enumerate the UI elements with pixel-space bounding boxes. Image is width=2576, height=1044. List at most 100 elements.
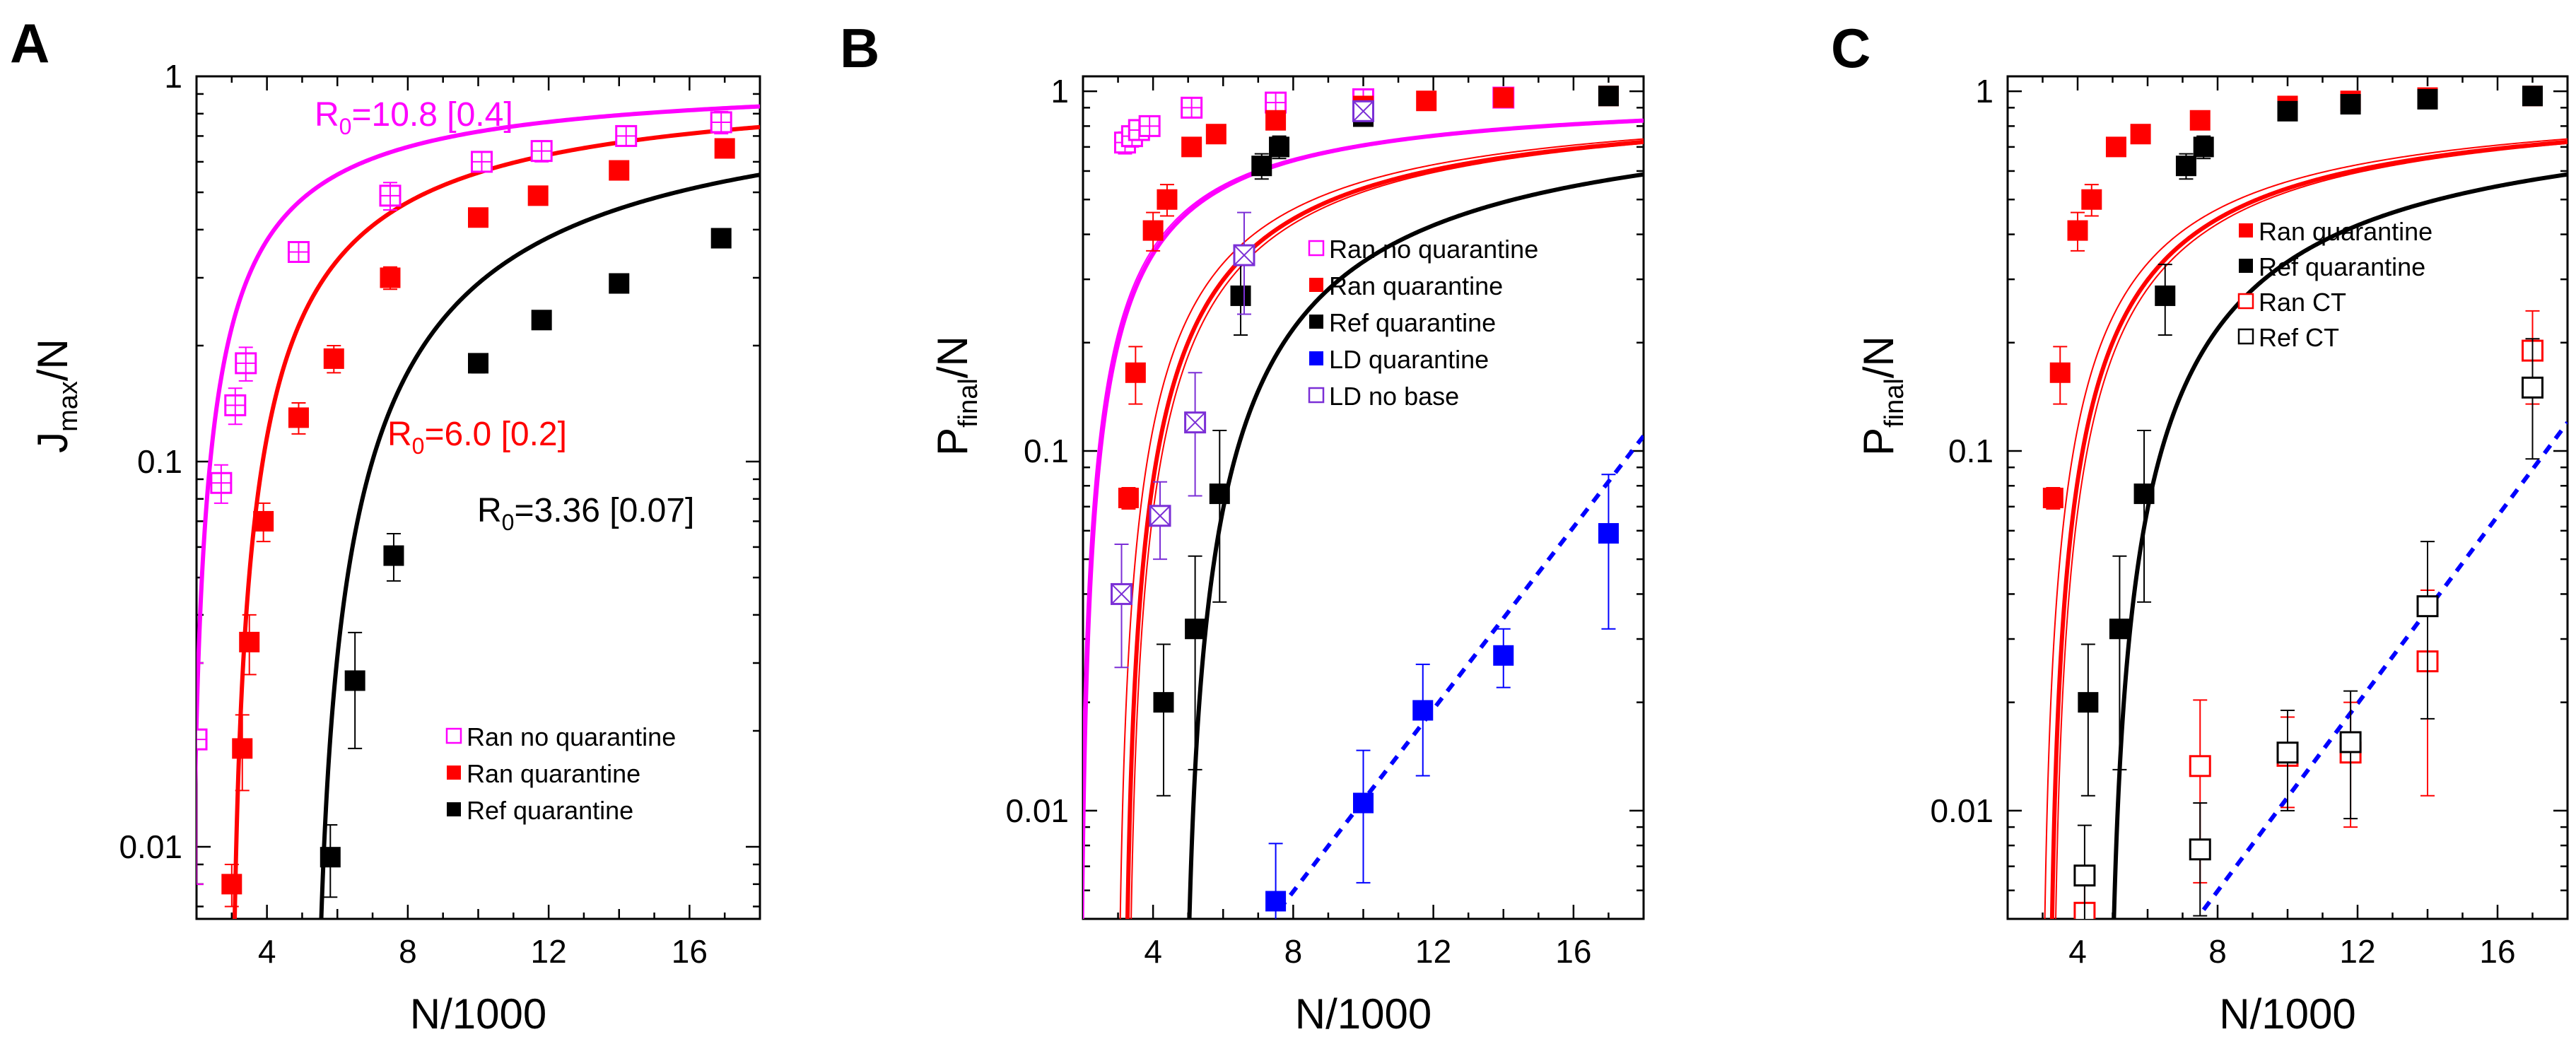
data-point-10	[714, 138, 735, 159]
y-tick-label: 1	[164, 58, 182, 95]
data-point-0	[2073, 864, 2096, 887]
x-tick-label: 8	[1284, 933, 1303, 970]
legend-marker	[447, 802, 461, 816]
data-point-0	[1265, 891, 1287, 912]
data-point-3	[2081, 189, 2102, 210]
y-axis-title: Jmax/N	[29, 339, 83, 453]
x-tick-label: 4	[1144, 933, 1162, 970]
data-point-9	[609, 160, 630, 181]
data-point-0	[2042, 487, 2063, 508]
model-curve-1	[232, 124, 760, 919]
data-point-2	[2133, 483, 2155, 505]
data-point-2	[2067, 220, 2088, 241]
x-tick-label: 8	[2208, 933, 2227, 970]
data-point-0	[320, 847, 341, 868]
legend-label: Ref quarantine	[467, 796, 633, 825]
data-point-1	[1185, 618, 1206, 640]
data-point-4	[1181, 136, 1202, 158]
data-point-5	[609, 273, 630, 294]
r0-annotation: R0=3.36 [0.07]	[477, 492, 694, 535]
r0-subscript: 0	[339, 114, 352, 139]
data-point-4	[531, 310, 552, 331]
model-curve-3	[2112, 172, 2568, 919]
model-curve-2	[2055, 142, 2568, 919]
r0-annotation: R0=6.0 [0.2]	[387, 416, 567, 459]
y-axis-title-sub: max	[54, 381, 83, 432]
model-curve-3	[1130, 142, 1644, 919]
data-point-8	[2417, 88, 2438, 110]
x-tick-label: 16	[672, 933, 708, 970]
data-point-4	[2105, 136, 2126, 158]
y-tick-label: 0.01	[1005, 792, 1069, 829]
x-tick-label: 12	[531, 933, 567, 970]
data-point-0	[221, 874, 242, 895]
model-curve-1	[2044, 138, 2568, 919]
data-point-6	[380, 267, 401, 288]
data-point-4	[1598, 523, 1619, 544]
legend-marker	[445, 727, 462, 744]
data-point-4	[288, 407, 309, 428]
legend-marker	[1309, 351, 1323, 365]
legend-label: Ran quarantine	[2259, 217, 2432, 246]
y-tick-label: 1	[1050, 73, 1069, 110]
r0-symbol: R	[315, 96, 339, 134]
r0-symbol: R	[387, 416, 412, 453]
legend-label: Ref quarantine	[2259, 252, 2425, 281]
y-axis-title-sub: final	[954, 378, 983, 428]
series-ran-no-quarantine	[197, 110, 732, 885]
legend-marker	[2239, 223, 2253, 237]
data-point-4	[2416, 595, 2439, 618]
legend-label: Ref quarantine	[1329, 308, 1496, 337]
model-curve-0	[1083, 118, 1644, 919]
data-point-5	[2193, 136, 2214, 158]
data-point-2	[239, 631, 260, 652]
plot-area	[1083, 86, 1644, 919]
fit-line-0	[1277, 435, 1644, 911]
fit-line-0	[2201, 421, 2568, 911]
r0-value: =3.36 [0.07]	[514, 492, 694, 529]
data-point-3	[1493, 645, 1514, 666]
data-point-1	[232, 738, 253, 759]
data-point-0	[1118, 487, 1139, 508]
r0-symbol: R	[477, 492, 502, 529]
legend-marker	[2237, 293, 2254, 310]
chart-panel-b: B 4 8 12 16 1 0.1 0.01 N/1000 Pfinal/N Ran no quar…	[840, 17, 1645, 1038]
panel-letter: C	[1831, 17, 1870, 79]
panel-letter: A	[10, 12, 49, 74]
legend-label: LD no base	[1329, 382, 1459, 411]
data-point-2-x-b	[1184, 411, 1206, 433]
data-point-3-x-b	[1234, 245, 1255, 266]
plot-area	[2042, 86, 2568, 919]
model-curve-2	[1119, 138, 1644, 919]
legend: Ran no quarantine Ran quarantine Ref quara…	[445, 722, 676, 825]
data-point-5	[323, 348, 344, 369]
data-point-0	[1153, 692, 1174, 713]
model-curve-4	[1083, 119, 1644, 774]
data-point-6	[2189, 110, 2211, 131]
model-curve-0	[197, 104, 760, 823]
model-curve-2	[319, 172, 760, 919]
r0-annotation: R0=10.8 [0.4]	[315, 96, 513, 139]
data-point-8	[527, 185, 549, 206]
data-point-7	[2340, 93, 2361, 115]
legend-label: LD quarantine	[1329, 345, 1489, 374]
legend-marker	[1309, 315, 1323, 329]
data-point-1	[1125, 362, 1146, 383]
r0-subscript: 0	[412, 433, 425, 459]
legend-marker	[1308, 387, 1325, 404]
x-axis-title: N/1000	[2219, 990, 2355, 1038]
x-tick-label: 16	[1555, 933, 1591, 970]
y-axis-title: Pfinal/N	[929, 336, 983, 456]
legend-label: Ran quarantine	[467, 759, 640, 788]
data-point-3	[1230, 285, 1251, 306]
y-axis-title-main: P	[929, 428, 976, 456]
data-point-7	[1598, 86, 1619, 107]
data-point-2	[1142, 220, 1164, 241]
data-point-1	[2189, 755, 2211, 778]
data-point-4	[1251, 156, 1272, 177]
legend: Ran quarantine Ref quarantine Ran CT Ref CT	[2237, 217, 2432, 352]
data-point-3	[2339, 731, 2362, 753]
